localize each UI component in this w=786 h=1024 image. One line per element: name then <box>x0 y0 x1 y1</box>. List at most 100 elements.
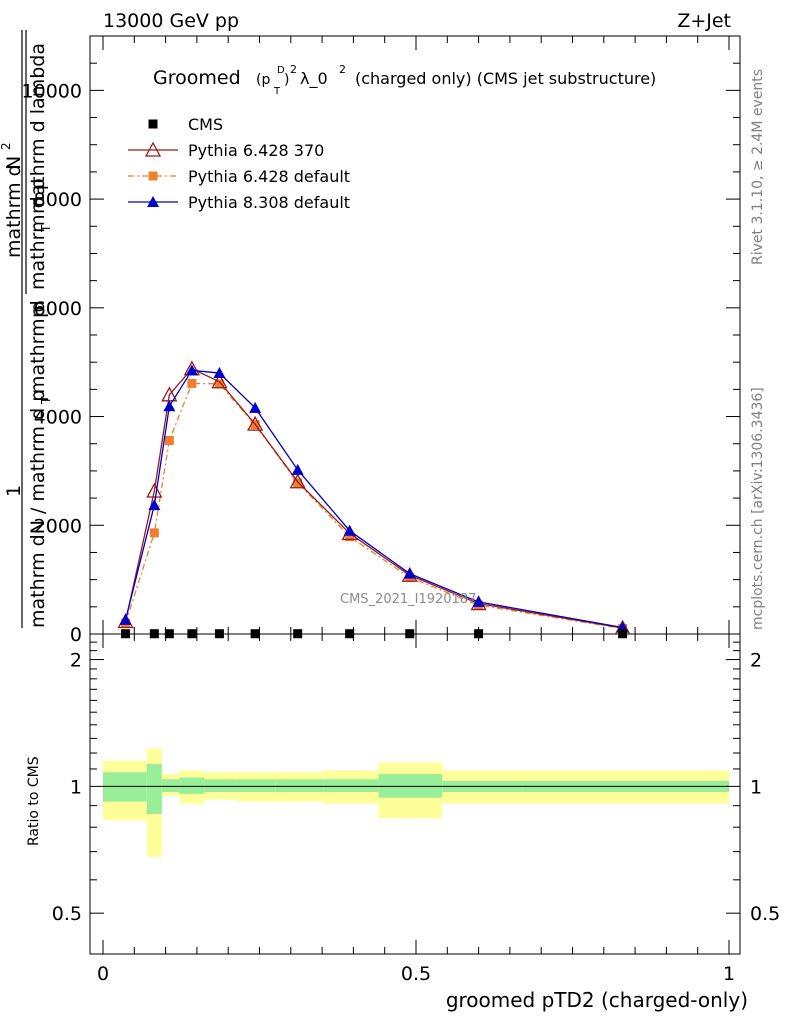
y-tick-label: 2000 <box>34 515 82 537</box>
legend-marker <box>148 171 158 181</box>
ylabel-numerator-2: N <box>3 156 25 170</box>
data-point <box>293 478 303 488</box>
data-point <box>618 629 628 639</box>
ratio-y-tick-label-right: 0.5 <box>750 903 780 925</box>
legend: CMS Pythia 6.428 370 Pythia 6.428 default P… <box>128 115 350 212</box>
data-point <box>472 595 485 607</box>
legend-label: Pythia 6.428 default <box>188 167 350 186</box>
ratio-band-stat <box>378 773 443 798</box>
plot-title: Groomed (p D T ) 2 λ_0 2 (charged only) … <box>153 63 656 97</box>
title-exp2b: 2 <box>339 63 346 76</box>
legend-label: Pythia 8.308 default <box>188 193 350 212</box>
title-sup-d: D <box>277 65 285 76</box>
ylabel-denominator-sub: T <box>39 396 53 405</box>
data-point <box>163 400 176 412</box>
data-point <box>293 629 303 639</box>
data-point <box>249 401 262 413</box>
data-point <box>250 629 260 639</box>
data-point <box>345 629 355 639</box>
main-ylabel: 1 mathrm dN / mathrm d p T mathrm d p ma… <box>0 30 53 628</box>
data-point <box>148 499 161 511</box>
ratio-band-stat <box>103 772 147 802</box>
title-rest: (charged only) (CMS jet substructure) <box>355 69 656 88</box>
data-point <box>121 629 131 639</box>
ratio-y-tick-label-right: 2 <box>750 650 762 672</box>
x-axis-label: groomed pTD2 (charged-only) <box>446 988 748 1012</box>
x-tick-label: 1 <box>723 963 735 985</box>
data-point <box>119 613 132 625</box>
ratio-plot-frame <box>89 633 741 955</box>
data-point <box>146 482 163 498</box>
data-point <box>247 415 264 431</box>
legend-label: CMS <box>188 115 223 134</box>
ratio-band-stat <box>236 779 276 792</box>
series-group <box>117 360 631 639</box>
y-tick-label: 10000 <box>22 80 82 102</box>
data-point <box>149 629 159 639</box>
data-point <box>187 629 197 639</box>
title-sub-t: T <box>273 86 281 97</box>
title-lambda: λ_0 <box>300 69 328 89</box>
data-point <box>403 567 416 579</box>
ratio-y-tick-label-right: 1 <box>750 776 762 798</box>
header-right: Z+Jet <box>677 10 731 32</box>
y-tick-label: 4000 <box>34 407 82 429</box>
y-tick-label: 8000 <box>34 189 82 211</box>
ylabel-numerator-sup: 2 <box>0 142 13 150</box>
data-point <box>291 463 304 475</box>
legend-label: Pythia 6.428 370 <box>188 141 324 160</box>
ylabel-denominator-tail: mathrm d <box>27 300 49 394</box>
title-exp2: 2 <box>290 63 297 76</box>
data-point <box>211 373 228 389</box>
data-point <box>164 435 174 445</box>
legend-marker <box>144 141 162 157</box>
data-point <box>345 532 355 542</box>
ratio-band-stat <box>161 779 180 792</box>
title-close: ) <box>284 72 289 88</box>
ratio-y-tick-label: 2 <box>70 650 82 672</box>
ratio-axes: 0.5 0.5 1 1 2 2 0 0.5 1 <box>52 634 780 985</box>
ratio-band-stat <box>146 764 162 814</box>
ylabel-denominator-b: mathrm d lambda <box>27 43 49 214</box>
watermark: CMS_2021_I1920187 <box>340 592 476 607</box>
data-point <box>187 378 197 388</box>
ylabel-denominator-text: mathrm dN / mathrm d p <box>27 390 49 628</box>
ratio-band-stat <box>179 777 205 794</box>
x-tick-label: 0.5 <box>401 963 431 985</box>
ylabel-prefix-one: 1 <box>3 485 25 497</box>
data-point <box>474 629 484 639</box>
y-tick-label: 6000 <box>34 298 82 320</box>
main-axes: 0 2000 4000 6000 8000 10000 <box>22 35 740 646</box>
ylabel-denominator-a-sub: T <box>39 224 53 233</box>
header-left: 13000 GeV pp <box>103 10 239 32</box>
data-point <box>164 629 174 639</box>
y-tick-label: 0 <box>70 624 82 646</box>
data-point <box>213 367 226 379</box>
ratio-y-tick-label: 1 <box>70 776 82 798</box>
legend-marker <box>147 196 159 207</box>
data-point <box>149 528 159 538</box>
ratio-band-stat <box>323 779 379 792</box>
ratio-y-tick-label: 0.5 <box>52 903 82 925</box>
title-main: Groomed <box>153 67 241 89</box>
x-tick-label: 0 <box>97 963 109 985</box>
title-p: (p <box>256 72 270 88</box>
ratio-band-stat <box>204 779 237 792</box>
ylabel-denominator-a: mathrm d p <box>27 178 49 290</box>
legend-marker <box>148 119 158 129</box>
data-point <box>405 629 415 639</box>
data-point <box>214 629 224 639</box>
data-point <box>343 524 356 536</box>
data-point <box>185 364 198 376</box>
ratio-band-stat <box>275 779 324 792</box>
ylabel-denominator-tail2: p <box>27 306 49 318</box>
data-point <box>289 473 306 489</box>
ylabel-numerator-1: mathrm d <box>3 164 25 258</box>
ratio-bands <box>103 748 729 857</box>
series-line <box>124 369 623 629</box>
mcplots-label: mcplots.cern.ch [arXiv:1306.3436] <box>750 387 766 630</box>
rivet-label: Rivet 3.1.10, ≥ 2.4M events <box>750 69 766 265</box>
ratio-ylabel: Ratio to CMS <box>26 756 42 846</box>
data-point <box>214 379 224 389</box>
